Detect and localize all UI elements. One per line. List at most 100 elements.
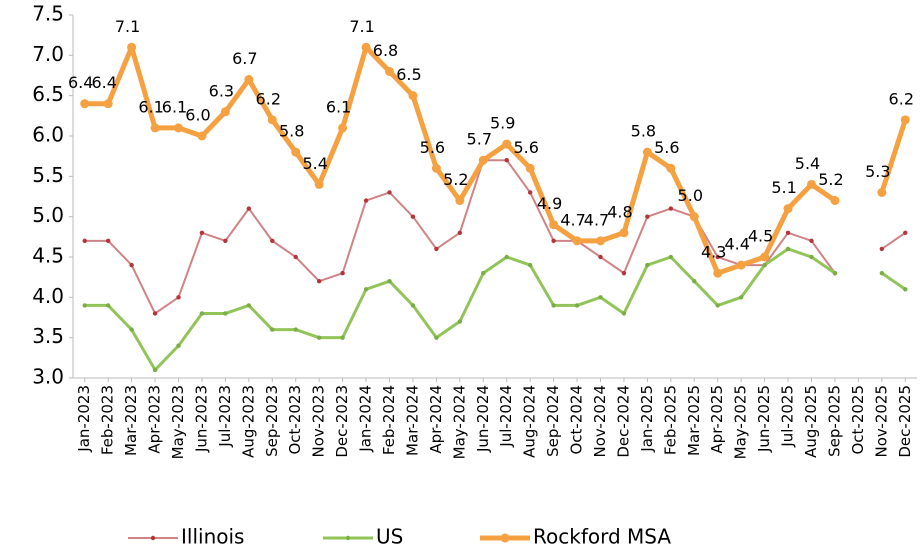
x-tick-label: Aug-2024 xyxy=(521,385,539,458)
data-label: 5.6 xyxy=(513,138,538,157)
data-point xyxy=(504,254,509,260)
x-tick-label: Aug-2025 xyxy=(802,385,820,458)
data-point xyxy=(82,238,87,244)
x-tick-label: Jun-2023 xyxy=(192,385,210,453)
series-line xyxy=(84,247,907,372)
data-point xyxy=(760,252,770,262)
data-point xyxy=(340,270,345,276)
data-label: 5.2 xyxy=(818,170,843,189)
x-tick-label: Feb-2023 xyxy=(99,385,117,455)
x-tick-label: Apr-2025 xyxy=(708,385,726,454)
data-point xyxy=(152,311,158,316)
data-label: 4.9 xyxy=(537,194,562,213)
data-point xyxy=(270,327,275,332)
x-tick-label: Nov-2024 xyxy=(591,385,609,457)
data-label: 7.1 xyxy=(349,17,374,36)
data-label: 4.3 xyxy=(701,243,726,262)
data-point xyxy=(267,115,277,125)
data-point xyxy=(314,179,324,189)
data-label: 5.4 xyxy=(795,154,820,173)
data-point xyxy=(549,220,559,230)
data-point xyxy=(150,123,160,133)
x-tick-label: May-2023 xyxy=(169,385,187,459)
data-point xyxy=(385,66,394,76)
x-tick-label: May-2024 xyxy=(450,385,468,459)
data-point xyxy=(316,335,322,340)
data-point xyxy=(596,236,605,246)
data-point xyxy=(105,238,111,244)
data-point xyxy=(715,303,720,308)
data-label: 5.4 xyxy=(302,154,327,173)
data-point xyxy=(619,228,629,238)
data-point xyxy=(504,158,509,163)
data-point xyxy=(666,163,676,173)
data-point xyxy=(176,295,181,300)
data-point xyxy=(900,115,910,125)
data-label: 6.1 xyxy=(326,97,351,116)
data-point xyxy=(832,270,838,276)
data-point xyxy=(713,268,723,278)
x-tick-label: Jun-2025 xyxy=(755,385,773,453)
data-point xyxy=(291,147,301,157)
data-point xyxy=(879,270,885,276)
data-point xyxy=(220,107,230,117)
data-point xyxy=(621,311,627,316)
data-point xyxy=(762,262,767,268)
legend-label: US xyxy=(376,525,403,549)
data-point xyxy=(527,262,533,268)
data-label: 5.2 xyxy=(443,170,468,189)
data-point xyxy=(502,139,512,149)
data-label: 5.9 xyxy=(490,114,515,133)
data-point xyxy=(246,206,252,211)
x-tick-label: Jan-2024 xyxy=(357,385,375,453)
data-point xyxy=(668,206,674,211)
data-point xyxy=(387,190,392,195)
y-tick-label: 3.0 xyxy=(32,365,64,389)
data-point xyxy=(410,303,416,308)
y-tick-label: 4.5 xyxy=(32,244,64,268)
data-point xyxy=(82,303,87,308)
data-label: 5.0 xyxy=(678,186,703,205)
data-point xyxy=(645,214,650,219)
data-label: 5.6 xyxy=(654,138,679,157)
data-point xyxy=(434,246,439,252)
legend-marker xyxy=(150,535,156,541)
data-point xyxy=(668,254,674,260)
data-point xyxy=(105,303,111,308)
data-point xyxy=(387,279,392,284)
data-point xyxy=(129,262,134,268)
data-point xyxy=(457,319,463,324)
data-label: 6.0 xyxy=(185,106,210,125)
data-point xyxy=(103,99,113,109)
data-point xyxy=(478,155,488,165)
data-label: 5.3 xyxy=(865,162,890,181)
data-label: 4.5 xyxy=(748,227,773,246)
data-point xyxy=(692,279,697,284)
data-point xyxy=(434,335,439,340)
data-point xyxy=(689,212,699,222)
data-point xyxy=(574,303,580,308)
x-tick-label: Oct-2025 xyxy=(849,385,867,455)
data-point xyxy=(457,230,463,235)
y-tick-label: 6.5 xyxy=(32,82,64,106)
data-point xyxy=(830,196,840,206)
data-point xyxy=(244,75,254,85)
x-tick-label: Mar-2024 xyxy=(403,385,421,456)
data-point xyxy=(736,260,746,270)
data-label: 6.2 xyxy=(889,89,914,108)
data-point xyxy=(431,163,441,173)
data-point xyxy=(715,254,720,260)
data-point xyxy=(270,238,275,244)
legend-label: Rockford MSA xyxy=(533,525,671,549)
data-point xyxy=(642,147,652,157)
data-label: 5.8 xyxy=(279,122,304,141)
data-point xyxy=(645,262,650,268)
data-point xyxy=(316,279,322,284)
y-tick-label: 7.0 xyxy=(32,42,64,66)
x-tick-label: Feb-2025 xyxy=(661,385,679,455)
data-point xyxy=(363,287,369,292)
data-point xyxy=(551,303,556,308)
legend-label: Illinois xyxy=(181,525,244,549)
legend-marker xyxy=(345,535,351,541)
